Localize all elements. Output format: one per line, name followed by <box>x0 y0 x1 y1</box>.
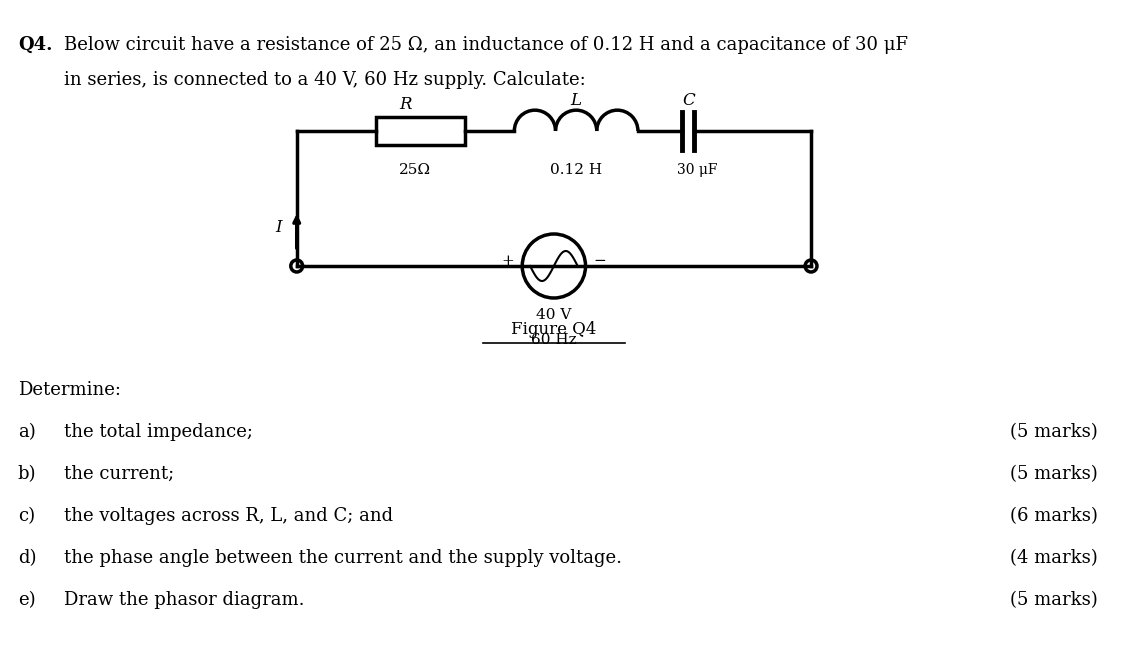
Text: (6 marks): (6 marks) <box>1011 507 1098 525</box>
Text: e): e) <box>18 591 35 609</box>
Text: 30 μF: 30 μF <box>677 163 718 177</box>
Text: Draw the phasor diagram.: Draw the phasor diagram. <box>64 591 305 609</box>
Text: R: R <box>399 96 412 113</box>
Text: Figure Q4: Figure Q4 <box>511 321 596 338</box>
Text: (4 marks): (4 marks) <box>1011 549 1098 567</box>
FancyBboxPatch shape <box>376 117 464 145</box>
Text: the voltages across R, L, and C; and: the voltages across R, L, and C; and <box>64 507 394 525</box>
Text: (5 marks): (5 marks) <box>1011 465 1098 483</box>
Text: 0.12 H: 0.12 H <box>550 163 602 177</box>
Text: (5 marks): (5 marks) <box>1011 423 1098 441</box>
Text: C: C <box>682 92 695 109</box>
Text: 25Ω: 25Ω <box>399 163 431 177</box>
Text: a): a) <box>18 423 35 441</box>
Text: L: L <box>570 92 582 109</box>
Text: −: − <box>593 254 607 268</box>
Text: d): d) <box>18 549 36 567</box>
Text: +: + <box>502 254 514 268</box>
Text: the total impedance;: the total impedance; <box>64 423 254 441</box>
Text: the phase angle between the current and the supply voltage.: the phase angle between the current and … <box>64 549 622 567</box>
Text: 40 V: 40 V <box>536 308 571 322</box>
Text: b): b) <box>18 465 36 483</box>
Text: (5 marks): (5 marks) <box>1011 591 1098 609</box>
Text: c): c) <box>18 507 35 525</box>
Text: the current;: the current; <box>64 465 174 483</box>
Text: I: I <box>275 220 282 236</box>
Text: in series, is connected to a 40 V, 60 Hz supply. Calculate:: in series, is connected to a 40 V, 60 Hz… <box>64 71 586 89</box>
Text: Determine:: Determine: <box>18 381 121 399</box>
Text: Below circuit have a resistance of 25 Ω, an inductance of 0.12 H and a capacitan: Below circuit have a resistance of 25 Ω,… <box>64 36 908 54</box>
Text: Q4.: Q4. <box>18 36 52 54</box>
Text: 60 Hz: 60 Hz <box>531 333 577 347</box>
